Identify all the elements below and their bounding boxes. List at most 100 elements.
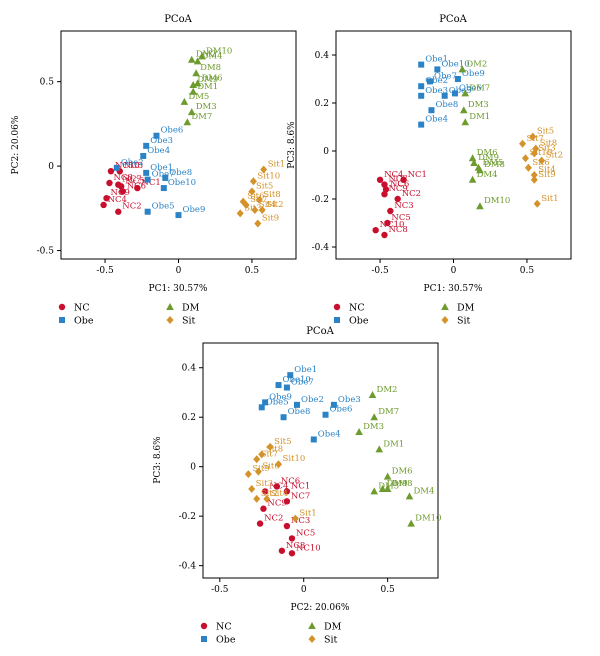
point-label: DM3 bbox=[196, 102, 217, 112]
point-label: NC8 bbox=[113, 173, 132, 183]
point-label: Obe2 bbox=[121, 158, 144, 168]
point-label: DM2 bbox=[377, 385, 398, 395]
point-label: NC10 bbox=[115, 161, 140, 171]
data-point bbox=[294, 401, 300, 408]
point-label: Obe3 bbox=[425, 86, 448, 96]
point-label: Obe8 bbox=[288, 407, 311, 417]
point-label: NC2 bbox=[122, 202, 141, 212]
point-label: NC4 bbox=[384, 170, 403, 180]
point-label: NC3 bbox=[124, 161, 143, 171]
x-tick-label: 0.5 bbox=[380, 585, 395, 595]
pcoa-panel-3: PCoA -0.5 0 0.5 -0.4 -0.2 0 0.2 0.4 PC2: 20.06% PC… bbox=[153, 326, 441, 646]
point-label: NC10 bbox=[380, 220, 405, 230]
data-point bbox=[459, 106, 468, 114]
legend-marker-sit bbox=[308, 635, 316, 643]
data-point bbox=[387, 207, 394, 215]
x-tick-label: 0 bbox=[301, 585, 307, 595]
x-axis-title: PC1: 30.57% bbox=[149, 284, 208, 294]
point-label: NC7 bbox=[388, 175, 407, 185]
data-point bbox=[262, 399, 269, 406]
data-point bbox=[476, 166, 484, 174]
data-point bbox=[144, 176, 151, 183]
point-label: DM5 bbox=[482, 158, 503, 168]
data-point bbox=[192, 69, 200, 77]
point-label: DM7 bbox=[378, 407, 399, 417]
point-label: Sit6 bbox=[262, 462, 279, 472]
point-label: DM2 bbox=[466, 59, 487, 69]
data-point bbox=[376, 176, 384, 183]
data-point bbox=[384, 219, 391, 227]
point-label: NC1 bbox=[141, 178, 160, 188]
point-label: NC6 bbox=[390, 179, 409, 189]
legend-marker-sit bbox=[441, 316, 449, 324]
data-point bbox=[375, 445, 384, 453]
point-label: Obe8 bbox=[169, 168, 192, 178]
point-label: NC10 bbox=[296, 543, 321, 553]
data-point bbox=[275, 382, 282, 389]
legend-marker-obe bbox=[59, 317, 65, 323]
data-point bbox=[143, 142, 150, 149]
data-point bbox=[418, 61, 425, 68]
data-point bbox=[291, 514, 299, 523]
legend-label-nc: NC bbox=[216, 622, 232, 633]
data-point bbox=[372, 227, 379, 234]
data-point bbox=[242, 200, 250, 209]
data-point bbox=[368, 390, 377, 398]
data-point bbox=[248, 484, 256, 493]
data-point bbox=[260, 505, 267, 512]
point-label: DM6 bbox=[392, 467, 413, 477]
point-label: DM9 bbox=[197, 75, 218, 85]
data-point bbox=[119, 188, 126, 195]
point-label: DM9 bbox=[387, 479, 408, 489]
data-point bbox=[260, 165, 268, 174]
x-axis-title: PC1: 30.57% bbox=[424, 284, 483, 294]
legend-label-obe: Obe bbox=[216, 635, 236, 646]
legend-label-nc: NC bbox=[74, 303, 90, 314]
data-point bbox=[530, 171, 538, 179]
point-label: NC1 bbox=[408, 170, 427, 180]
point-label: NC2 bbox=[264, 514, 283, 524]
point-label: Sit9 bbox=[252, 464, 269, 474]
point-label: DM10 bbox=[415, 514, 441, 524]
data-point bbox=[288, 535, 296, 542]
point-label: DM1 bbox=[469, 112, 490, 122]
data-point bbox=[266, 442, 274, 451]
data-point bbox=[106, 179, 113, 187]
point-label: Obe2 bbox=[425, 76, 448, 86]
data-point bbox=[283, 384, 290, 391]
point-label: DM5 bbox=[378, 481, 399, 491]
data-point bbox=[458, 65, 467, 73]
data-point bbox=[382, 186, 390, 193]
data-point bbox=[476, 202, 484, 210]
data-point bbox=[183, 118, 192, 126]
point-label: DM10 bbox=[206, 46, 232, 56]
data-point bbox=[381, 181, 388, 188]
data-point bbox=[381, 231, 388, 239]
data-point bbox=[418, 83, 425, 90]
data-point bbox=[140, 152, 147, 159]
legend-marker-nc bbox=[200, 622, 208, 630]
data-point bbox=[103, 195, 110, 202]
data-point bbox=[519, 139, 527, 148]
data-point bbox=[355, 428, 363, 436]
x-tick-label: 0 bbox=[176, 266, 182, 276]
point-label: Sit2 bbox=[261, 489, 278, 499]
data-point bbox=[273, 483, 281, 490]
legend-label-obe: Obe bbox=[74, 316, 94, 327]
data-point bbox=[283, 488, 291, 495]
data-point bbox=[258, 404, 265, 411]
point-label: NC9 bbox=[267, 499, 286, 509]
x-tick-label: -0.5 bbox=[371, 266, 389, 276]
data-point bbox=[249, 177, 257, 186]
y-axis-title: PC2: 20.06% bbox=[11, 115, 21, 174]
point-label: Sit7 bbox=[261, 449, 278, 459]
point-label: Sit9 bbox=[538, 170, 555, 180]
data-point bbox=[383, 472, 392, 480]
data-point bbox=[115, 208, 122, 215]
y-tick-label: -0.4 bbox=[179, 562, 197, 572]
data-point bbox=[418, 121, 425, 128]
point-label: NC5 bbox=[296, 528, 315, 538]
point-label: Obe2 bbox=[301, 395, 324, 405]
data-point bbox=[255, 195, 263, 204]
